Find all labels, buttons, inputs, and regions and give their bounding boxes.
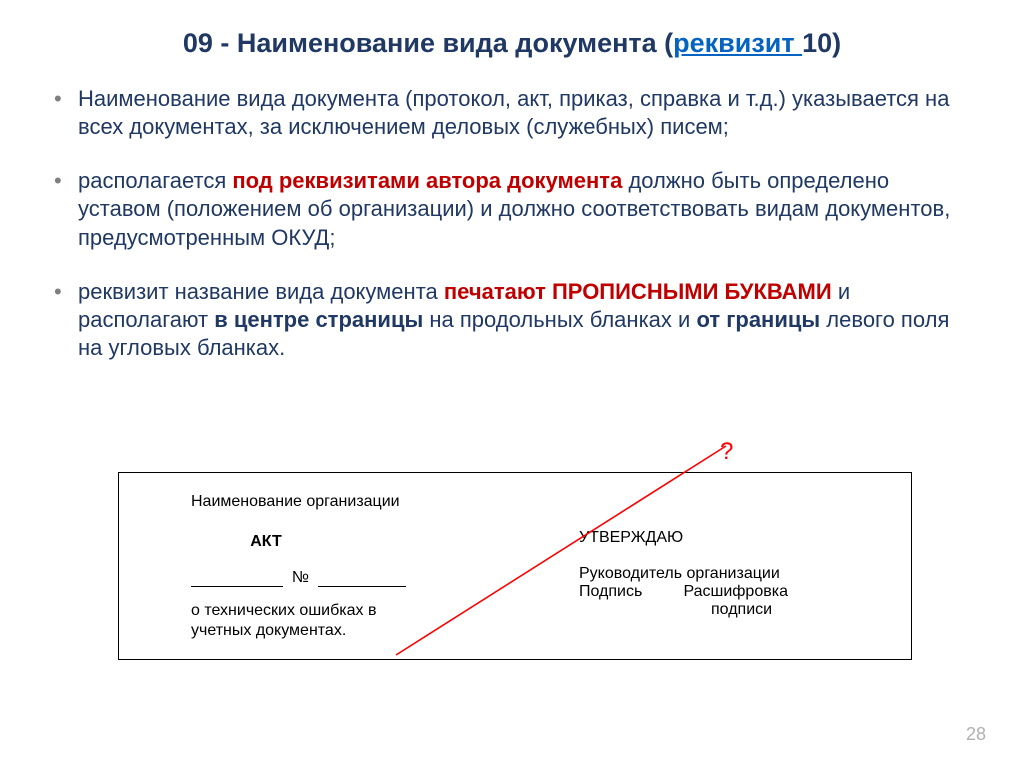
question-mark: ?: [720, 438, 733, 466]
about-text: о технических ошибках в учетных документ…: [191, 601, 511, 641]
org-name-label: Наименование организации: [191, 493, 511, 511]
example-document-box: Наименование организации АКТ № о техниче…: [118, 472, 912, 660]
number-line: №: [191, 569, 511, 587]
example-right-column: УТВЕРЖДАЮ Руководитель организации Подпи…: [579, 529, 879, 619]
num-symbol: №: [292, 569, 309, 586]
bullet-3-r1: печатают ПРОПИСНЫМИ БУКВАМИ: [444, 279, 832, 304]
bullet-3-b1: в центре страницы: [214, 307, 423, 332]
page-number: 28: [966, 724, 986, 745]
bullet-3-pre: реквизит название вида документа: [78, 279, 444, 304]
about-line2: учетных документах.: [191, 622, 346, 639]
bullet-2-pre: располагается: [78, 168, 232, 193]
bullet-3-b2: от границы: [696, 307, 820, 332]
approve-label: УТВЕРЖДАЮ: [579, 529, 879, 547]
slide-title: 09 - Наименование вида документа (реквиз…: [48, 28, 976, 59]
about-line1: о технических ошибках в: [191, 602, 376, 619]
bullet-1: Наименование вида документа (протокол, а…: [48, 85, 976, 141]
sign-label: Подпись: [579, 583, 679, 601]
bullet-2-highlight: под реквизитами автора документа: [232, 168, 622, 193]
bullet-1-text: Наименование вида документа (протокол, а…: [78, 86, 949, 139]
bullet-2: располагается под реквизитами автора док…: [48, 167, 976, 251]
title-link[interactable]: реквизит: [673, 28, 802, 58]
doc-type-akt: АКТ: [191, 533, 341, 551]
head-label: Руководитель организации: [579, 565, 879, 583]
signature-row: Подпись Расшифровка: [579, 583, 879, 601]
decr-line1: Расшифровка: [683, 583, 788, 600]
example-left-column: Наименование организации АКТ № о техниче…: [191, 493, 511, 641]
bullet-3: реквизит название вида документа печатаю…: [48, 278, 976, 362]
date-underline: [191, 573, 283, 587]
num-underline: [318, 573, 406, 587]
title-prefix: 09 - Наименование вида документа (: [183, 28, 673, 58]
bullet-list: Наименование вида документа (протокол, а…: [48, 85, 976, 362]
title-suffix: 10): [802, 28, 841, 58]
bullet-3-mid2: на продольных бланках и: [423, 307, 696, 332]
decr-line2: подписи: [579, 601, 879, 619]
